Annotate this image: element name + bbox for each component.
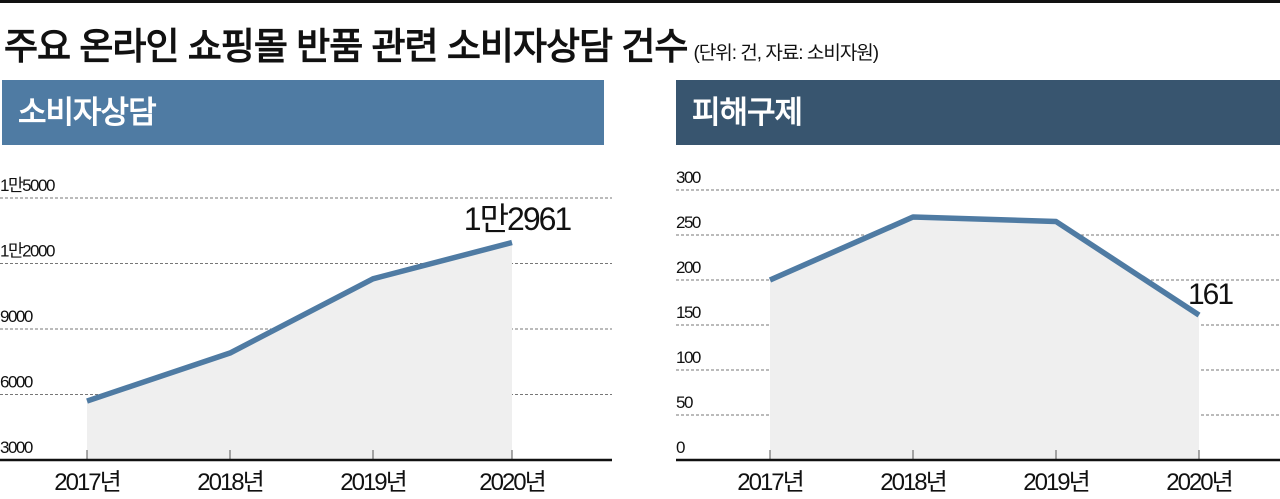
y-tick-label: 9000 [0, 307, 33, 326]
x-tick-label: 2020년 [1166, 469, 1231, 496]
x-tick-label: 2018년 [880, 469, 945, 496]
y-tick-label: 150 [676, 303, 701, 322]
chart-title: 주요 온라인 쇼핑몰 반품 관련 소비자상담 건수 (단위: 건, 자료: 소비자… [4, 16, 879, 70]
value-annotation: 1만2961 [464, 201, 572, 237]
x-tick-label: 2020년 [479, 469, 544, 496]
panel-header-relief: 피해구제 [676, 80, 1280, 145]
y-tick-label: 200 [676, 258, 701, 277]
y-tick-label: 1만5000 [0, 176, 55, 195]
series-line [86, 239, 513, 404]
title-main: 주요 온라인 쇼핑몰 반품 관련 소비자상담 건수 [4, 26, 688, 67]
x-tick-label: 2017년 [54, 469, 119, 496]
y-tick-label: 100 [676, 348, 701, 367]
y-tick-label: 250 [676, 213, 701, 232]
y-tick-label: 300 [676, 168, 701, 187]
title-note: (단위: 건, 자료: 소비자원) [693, 43, 879, 64]
panel-header-consultation: 소비자상담 [2, 80, 604, 145]
y-tick-label: 3000 [0, 438, 33, 457]
area-fill [770, 217, 1199, 460]
x-tick-label: 2018년 [197, 469, 262, 496]
x-tick-label: 2017년 [737, 469, 802, 496]
series-line [768, 214, 1201, 318]
y-tick-label: 50 [676, 393, 693, 412]
x-tick-label: 2019년 [340, 469, 405, 496]
value-annotation: 161 [1188, 278, 1233, 311]
area-fill [87, 242, 512, 460]
y-tick-label: 0 [676, 438, 685, 457]
x-tick-label: 2019년 [1023, 469, 1088, 496]
y-tick-label: 6000 [0, 373, 33, 392]
y-tick-label: 1만2000 [0, 242, 55, 261]
top-rule [0, 0, 1280, 3]
